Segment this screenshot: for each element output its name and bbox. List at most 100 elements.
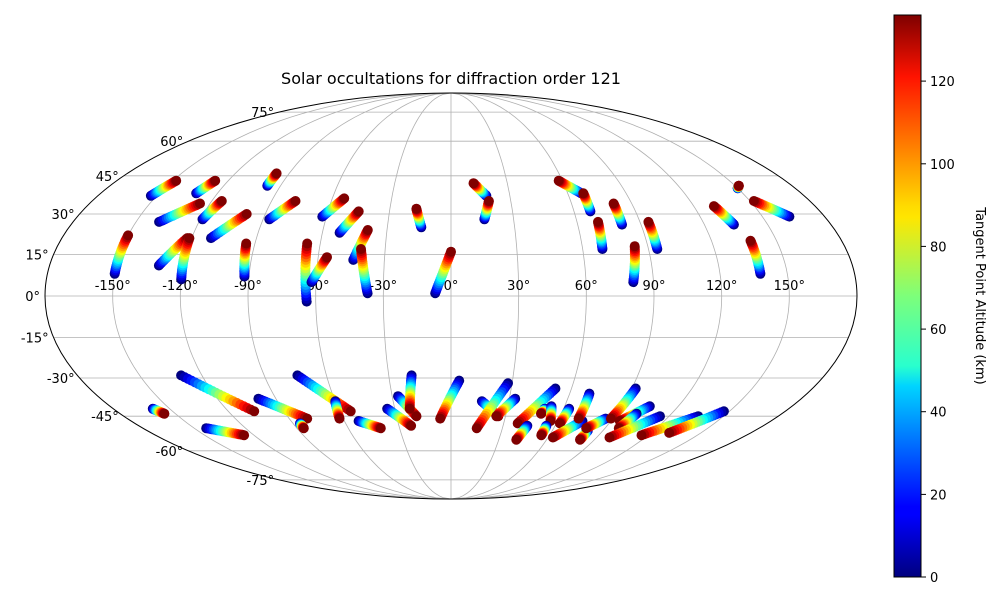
longitude-tick-label: 120° [706, 279, 737, 294]
occultation-track [191, 175, 221, 199]
track-point [241, 238, 252, 249]
track-point [375, 423, 386, 434]
longitude-tick-labels: -150° -120° -90° -60° -30° 0° 30° 60° 90° 120° 150… [95, 279, 805, 294]
occultation-track [471, 378, 513, 434]
track-point [748, 196, 759, 206]
occultation-track [147, 403, 170, 419]
occultation-track [109, 230, 134, 279]
occultation-track [295, 418, 309, 434]
latitude-tick-label: 60° [160, 135, 183, 150]
track-point [353, 206, 364, 217]
track-point [339, 193, 350, 204]
colorbar-tick-label: 0 [930, 571, 938, 586]
track-point [536, 430, 547, 441]
occultation-track [330, 396, 345, 424]
track-point [664, 427, 675, 438]
track-point [302, 413, 313, 424]
track-point [554, 418, 565, 429]
occultation-track [536, 420, 552, 441]
track-point [302, 238, 313, 249]
track-point [195, 198, 205, 209]
occultation-track [491, 393, 521, 422]
track-point [210, 175, 221, 186]
track-point [547, 432, 558, 443]
track-point [629, 241, 640, 252]
occultation-track [176, 233, 195, 285]
track-point [249, 406, 260, 417]
latitude-tick-label: -30° [47, 372, 75, 387]
track-point [604, 432, 615, 443]
occultation-track [430, 246, 456, 299]
colorbar-label: Tangent Point Altitude (km) [972, 206, 987, 384]
colorbar-tick-label: 40 [930, 406, 947, 421]
track-point [733, 180, 744, 191]
occultation-track [411, 203, 427, 233]
latitude-tick-label: 0° [25, 290, 40, 305]
longitude-tick-label: 60° [575, 279, 598, 294]
occultation-track [262, 168, 282, 191]
track-point [404, 403, 415, 414]
track-point [298, 423, 309, 434]
occultation-track [664, 406, 729, 438]
occultation-track [176, 370, 260, 417]
colorbar-tick-label: 60 [930, 323, 947, 338]
track-point [512, 418, 523, 429]
track-point [362, 225, 373, 235]
occultation-track [545, 401, 557, 426]
occultation-track [253, 393, 313, 424]
track-point [216, 196, 227, 206]
occultation-track [643, 216, 663, 254]
latitude-tick-labels: -75° -60° -45° -30° -15° 0° 15° 30° 45° 60° 75° [21, 106, 274, 489]
track-point [573, 413, 584, 424]
track-point [471, 423, 482, 434]
latitude-tick-label: -75° [246, 474, 274, 489]
track-point [708, 201, 719, 212]
occultation-track [708, 201, 739, 230]
occultation-track [334, 206, 364, 238]
latitude-tick-label: -45° [91, 410, 119, 425]
track-point [241, 209, 252, 219]
track-point [411, 203, 422, 214]
track-point [322, 252, 332, 263]
occultation-track [404, 370, 417, 414]
longitude-tick-label: -150° [95, 279, 131, 294]
occultation-track [745, 235, 766, 279]
occultation-track [511, 420, 533, 445]
occultation-track [306, 252, 332, 288]
latitude-tick-label: 15° [26, 248, 49, 263]
track-point [581, 423, 592, 434]
occultation-track [732, 180, 744, 194]
occultation-track [604, 411, 665, 443]
occultation-track [573, 388, 595, 424]
longitude-tick-label: -120° [162, 279, 198, 294]
occultation-tracks [109, 168, 795, 445]
track-point [334, 413, 345, 424]
occultation-track [292, 370, 356, 417]
track-point [271, 168, 282, 179]
track-point [356, 244, 366, 254]
occultation-track [748, 196, 795, 222]
colorbar-tick-label: 100 [930, 158, 955, 173]
track-point [171, 175, 182, 186]
track-point [411, 411, 422, 422]
colorbar-ticks: 0 20 40 60 80 100 120 [921, 75, 955, 586]
track-point [406, 420, 417, 431]
colorbar-gradient [893, 14, 922, 578]
occultation-track [300, 238, 313, 307]
occultation-track [206, 209, 252, 244]
colorbar-tick-label: 80 [930, 240, 947, 255]
occultation-track [239, 238, 252, 282]
longitude-tick-label: -30° [369, 279, 397, 294]
map-boundary [44, 92, 858, 500]
track-point [483, 196, 494, 206]
track-point [159, 408, 170, 419]
graticule [44, 92, 858, 500]
track-point [446, 246, 456, 257]
occultation-track [145, 175, 182, 201]
track-point [536, 408, 546, 419]
track-point [608, 198, 619, 209]
track-point [575, 434, 585, 445]
longitude-tick-label: 90° [642, 279, 665, 294]
occultation-track [201, 423, 250, 441]
colorbar-tick-label: 20 [930, 488, 947, 503]
